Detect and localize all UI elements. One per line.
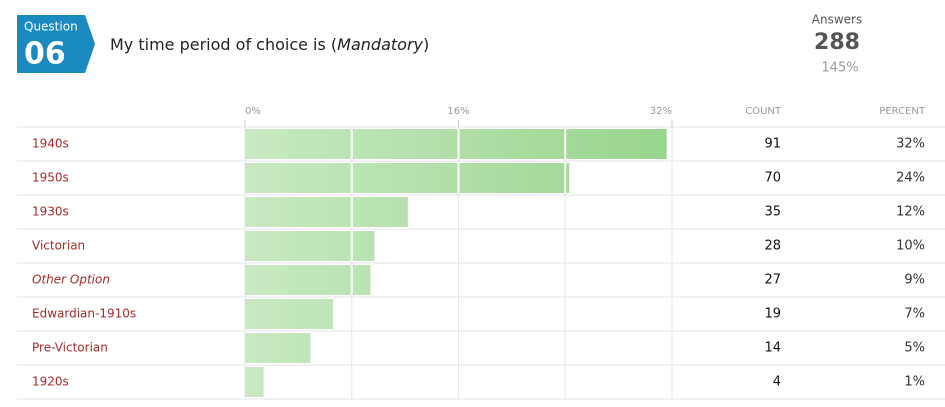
- category-label: Edwardian-1910s: [32, 307, 136, 321]
- bar: [245, 333, 311, 363]
- count-value: 14: [764, 341, 781, 356]
- count-value: 91: [764, 137, 781, 152]
- count-value: 4: [773, 375, 781, 390]
- percent-header: PERCENT: [879, 106, 926, 117]
- answers-total: 288: [814, 30, 860, 55]
- percent-value: 7%: [904, 307, 925, 322]
- question-number: 06: [24, 37, 66, 72]
- percent-value: 5%: [904, 341, 925, 356]
- category-label: 1930s: [32, 205, 69, 219]
- bar: [245, 299, 334, 329]
- percent-value: 10%: [896, 239, 925, 254]
- bar: [245, 231, 375, 261]
- bar: [245, 265, 371, 295]
- title-part: ): [423, 35, 429, 54]
- title-part: Mandatory: [337, 35, 423, 54]
- bar: [245, 163, 570, 193]
- question-title: My time period of choice is (Mandatory): [110, 35, 429, 54]
- title-part: My time period of choice is (: [110, 35, 337, 54]
- percent-value: 24%: [896, 171, 925, 186]
- count-value: 28: [764, 239, 781, 254]
- x-tick-label: 32%: [650, 106, 672, 117]
- category-label: 1940s: [32, 137, 69, 151]
- category-label: Pre-Victorian: [32, 341, 108, 355]
- count-value: 27: [764, 273, 781, 288]
- answers-label: Answers: [812, 13, 862, 27]
- category-label: 1920s: [32, 375, 69, 389]
- x-tick-label: 0%: [245, 106, 261, 117]
- category-label: Victorian: [32, 239, 85, 253]
- category-label: 1950s: [32, 171, 69, 185]
- bar: [245, 367, 264, 397]
- question-badge: [17, 15, 95, 73]
- percent-value: 9%: [904, 273, 925, 288]
- category-label: Other Option: [32, 273, 110, 287]
- question-label: Question: [24, 20, 78, 34]
- count-value: 35: [764, 205, 781, 220]
- answers-rate: 145%: [821, 61, 858, 76]
- x-tick-label: 16%: [447, 106, 469, 117]
- percent-value: 32%: [896, 137, 925, 152]
- count-value: 70: [764, 171, 781, 186]
- bar: [245, 197, 408, 227]
- percent-value: 12%: [896, 205, 925, 220]
- percent-value: 1%: [904, 375, 925, 390]
- bar: [245, 129, 667, 159]
- count-header: COUNT: [745, 106, 782, 117]
- count-value: 19: [764, 307, 781, 322]
